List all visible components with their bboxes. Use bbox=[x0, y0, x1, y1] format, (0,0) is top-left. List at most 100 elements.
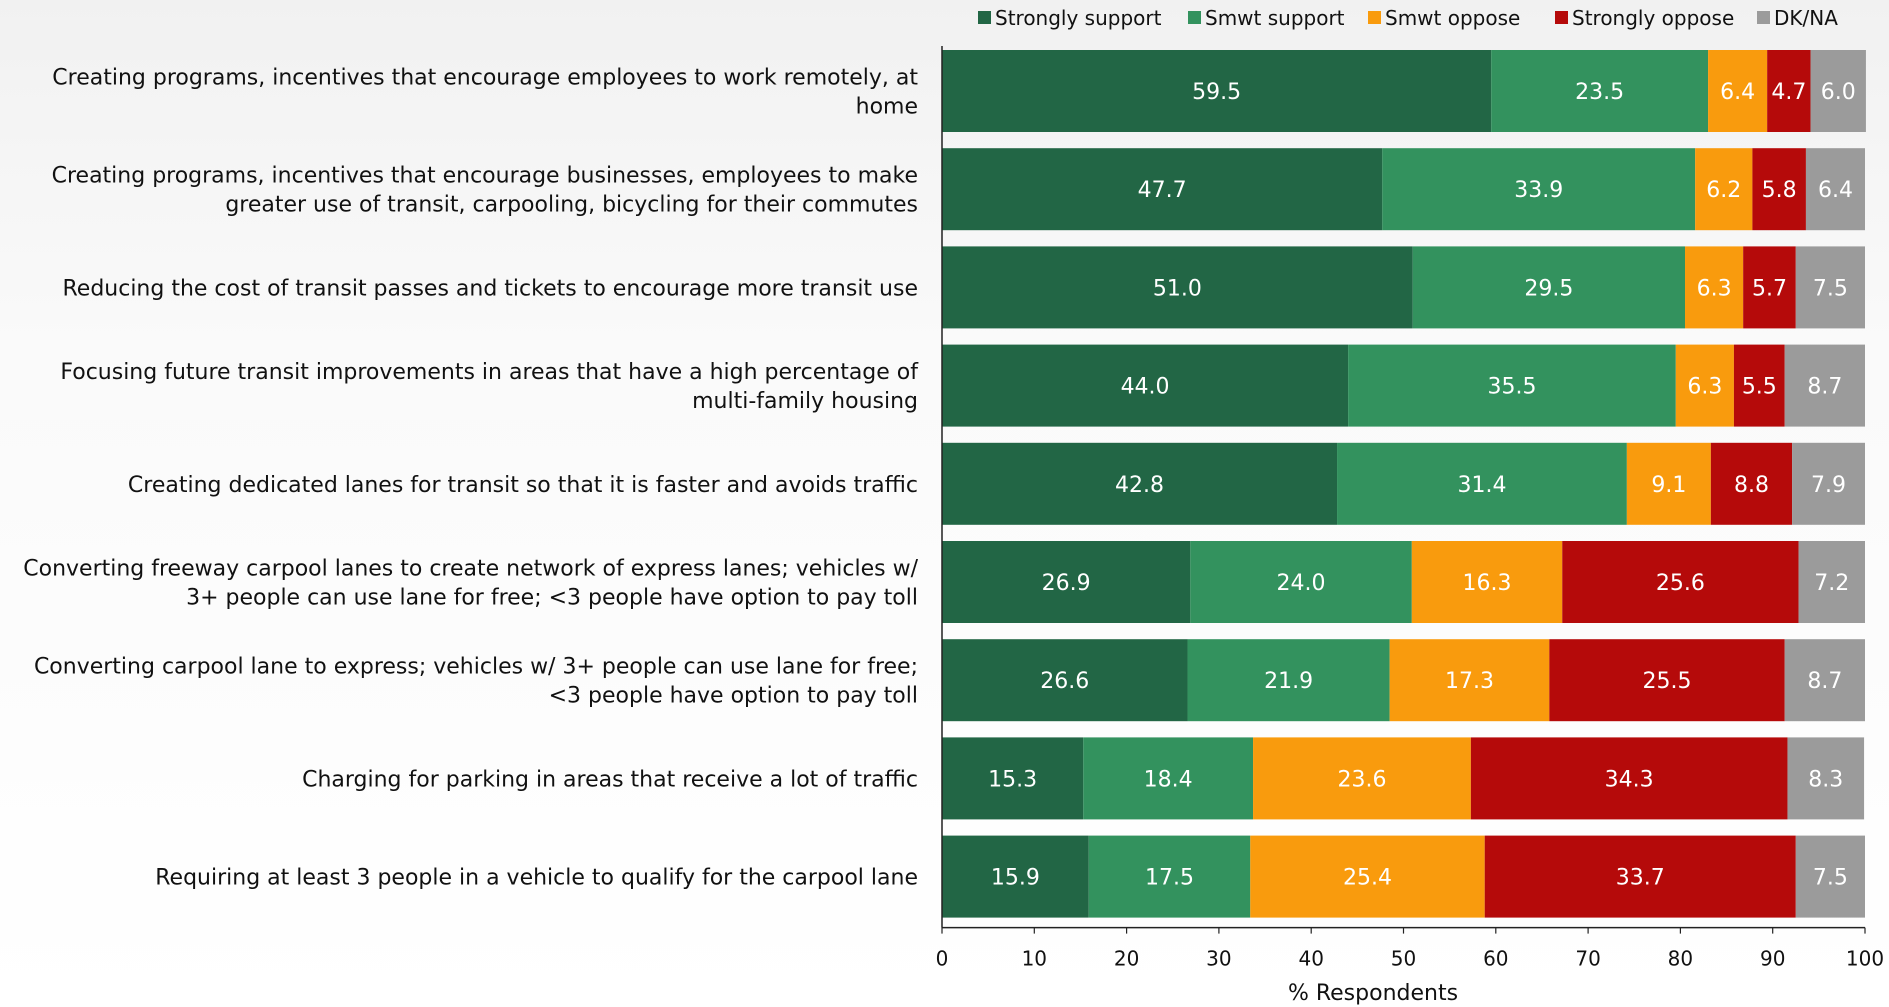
bar-segment bbox=[942, 50, 1492, 132]
x-tick-label: 50 bbox=[1391, 947, 1416, 971]
category-label: Reducing the cost of transit passes and … bbox=[62, 276, 918, 301]
legend-item: DK/NA bbox=[1757, 6, 1838, 30]
data-label: 18.4 bbox=[1144, 767, 1193, 792]
x-tick-label: 10 bbox=[1022, 947, 1047, 971]
data-label: 47.7 bbox=[1138, 178, 1187, 203]
data-label: 59.5 bbox=[1192, 80, 1241, 105]
bar-segment bbox=[1626, 442, 1711, 525]
bar-segment bbox=[1187, 639, 1390, 722]
legend-label: Strongly oppose bbox=[1572, 6, 1734, 30]
bar-segment bbox=[1767, 50, 1811, 132]
bar-segment bbox=[1382, 148, 1696, 231]
data-label: 5.7 bbox=[1752, 276, 1787, 301]
data-label: 23.6 bbox=[1337, 767, 1386, 792]
bar-segment bbox=[1787, 737, 1865, 820]
data-label: 21.9 bbox=[1264, 669, 1313, 694]
bar-segment bbox=[1752, 148, 1806, 231]
bar-segment bbox=[1810, 50, 1866, 132]
bar-segment bbox=[1795, 835, 1865, 918]
bar-segment bbox=[1792, 442, 1865, 525]
category-label: 3+ people can use lane for free; <3 peop… bbox=[186, 586, 918, 611]
data-label: 33.7 bbox=[1616, 866, 1665, 891]
legend-label: Smwt support bbox=[1205, 6, 1345, 30]
data-label: 44.0 bbox=[1121, 375, 1170, 400]
data-label: 17.3 bbox=[1445, 669, 1494, 694]
legend-item: Smwt oppose bbox=[1368, 6, 1520, 30]
category-label: Creating programs, incentives that encou… bbox=[52, 66, 918, 91]
legend: Strongly support Smwt support Smwt oppose S… bbox=[978, 6, 1838, 30]
legend-swatch bbox=[1555, 11, 1568, 24]
legend-item: Strongly oppose bbox=[1555, 6, 1734, 30]
bar-segment bbox=[942, 344, 1349, 427]
bar-segment bbox=[1784, 344, 1865, 427]
bar-segment bbox=[1743, 246, 1796, 329]
data-label: 42.8 bbox=[1115, 473, 1164, 498]
data-label: 7.2 bbox=[1814, 571, 1849, 596]
data-label: 33.9 bbox=[1514, 178, 1563, 203]
data-label: 15.9 bbox=[991, 866, 1040, 891]
category-label: Creating programs, incentives that encou… bbox=[52, 164, 918, 189]
bar-segment bbox=[1083, 737, 1254, 820]
bar-segment bbox=[1549, 639, 1785, 722]
data-label: 5.5 bbox=[1742, 375, 1777, 400]
bar-segment bbox=[1470, 737, 1788, 820]
x-tick-label: 20 bbox=[1114, 947, 1139, 971]
bar-segment bbox=[1491, 50, 1709, 132]
bars-area: 59.5 23.5 6.4 4.7 6.0 47.7 33.9 6.2 5.8 6.4 51.0 29… bbox=[942, 50, 1866, 918]
bar-segment bbox=[1710, 442, 1793, 525]
bar-segment bbox=[1412, 246, 1686, 329]
data-label: 26.9 bbox=[1042, 571, 1091, 596]
data-label: 7.9 bbox=[1811, 473, 1846, 498]
legend-swatch bbox=[1368, 11, 1381, 24]
bar-segment bbox=[1337, 442, 1627, 525]
bar-segment bbox=[1695, 148, 1753, 231]
bar-segment bbox=[1784, 639, 1865, 722]
bar-segment bbox=[1562, 541, 1799, 623]
bar-segment bbox=[942, 541, 1191, 623]
data-label: 35.5 bbox=[1487, 375, 1536, 400]
data-label: 6.0 bbox=[1821, 80, 1856, 105]
data-label: 51.0 bbox=[1153, 276, 1202, 301]
data-label: 16.3 bbox=[1463, 571, 1512, 596]
category-label: multi-family housing bbox=[692, 389, 918, 414]
bar-segment bbox=[942, 639, 1188, 722]
bar-segment bbox=[1733, 344, 1785, 427]
data-label: 6.3 bbox=[1687, 375, 1722, 400]
bar-segment bbox=[1389, 639, 1550, 722]
data-label: 8.8 bbox=[1734, 473, 1769, 498]
legend-label: Smwt oppose bbox=[1385, 6, 1520, 30]
data-label: 25.6 bbox=[1656, 571, 1705, 596]
bar-segment bbox=[1685, 246, 1744, 329]
data-label: 6.3 bbox=[1697, 276, 1732, 301]
data-label: 6.2 bbox=[1706, 178, 1741, 203]
legend-item: Strongly support bbox=[978, 6, 1162, 30]
data-label: 25.5 bbox=[1643, 669, 1692, 694]
legend-swatch bbox=[978, 11, 991, 24]
data-label: 6.4 bbox=[1720, 80, 1755, 105]
category-label: greater use of transit, carpooling, bicy… bbox=[225, 193, 918, 218]
data-label: 7.5 bbox=[1813, 866, 1848, 891]
legend-swatch bbox=[1188, 11, 1201, 24]
bar-segment bbox=[1484, 835, 1796, 918]
data-label: 17.5 bbox=[1145, 866, 1194, 891]
bar-segment bbox=[1250, 835, 1485, 918]
bar-segment bbox=[1348, 344, 1676, 427]
x-tick-label: 100 bbox=[1846, 947, 1884, 971]
category-label: Creating dedicated lanes for transit so … bbox=[128, 473, 918, 498]
bar-segment bbox=[1088, 835, 1251, 918]
data-label: 8.3 bbox=[1808, 767, 1843, 792]
data-label: 6.4 bbox=[1818, 178, 1853, 203]
data-label: 29.5 bbox=[1524, 276, 1573, 301]
bar-segment bbox=[942, 835, 1089, 918]
data-label: 4.7 bbox=[1771, 80, 1806, 105]
x-axis-title: % Respondents bbox=[1288, 981, 1458, 1006]
bar-segment bbox=[1190, 541, 1412, 623]
bar-segment bbox=[942, 148, 1383, 231]
data-label: 26.6 bbox=[1040, 669, 1089, 694]
data-label: 7.5 bbox=[1813, 276, 1848, 301]
bar-segment bbox=[1795, 246, 1865, 329]
x-tick-label: 40 bbox=[1298, 947, 1323, 971]
data-label: 25.4 bbox=[1343, 866, 1392, 891]
x-tick-label: 90 bbox=[1760, 947, 1785, 971]
